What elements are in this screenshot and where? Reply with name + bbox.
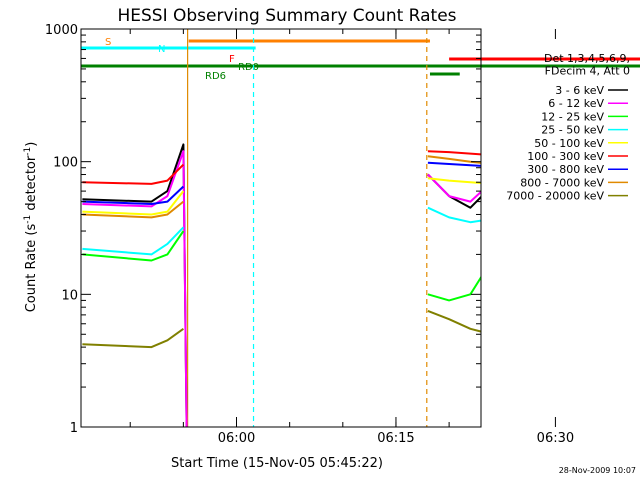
series-line-50-100-keV <box>82 177 481 216</box>
y-label-part: Count Rate (s <box>24 224 39 313</box>
y-label-part: ) <box>24 142 39 147</box>
legend-label: 100 - 300 keV <box>527 150 604 163</box>
legend-header-line: Det 1,3,4,5,6,9, <box>544 52 630 65</box>
legend-label: 800 - 7000 keV <box>520 176 604 189</box>
plot-frame <box>80 28 482 428</box>
y-tick-label: 1000 <box>45 23 78 38</box>
y-label-part: -1 <box>23 215 33 224</box>
series-line-300-800-keV <box>82 161 481 205</box>
y-axis-label: Count Rate (s-1 detector-1) <box>23 142 39 313</box>
state-label-f: F <box>229 54 235 65</box>
x-tick-label: 06:15 <box>377 431 414 446</box>
y-label-part: detector <box>24 155 39 215</box>
series-line-7000-20000-keV <box>82 309 481 349</box>
y-tick-label: 1 <box>70 421 78 436</box>
series-line-100-300-keV <box>82 150 481 185</box>
x-axis-label: Start Time (15-Nov-05 05:45:22) <box>171 456 383 471</box>
legend: Det 1,3,4,5,6,9,FDecim 4, Att 0 3 - 6 keV… <box>506 52 630 203</box>
legend-label: 25 - 50 keV <box>541 124 604 137</box>
x-tick-label: 06:00 <box>218 431 255 446</box>
series-line-25-50-keV <box>82 206 481 256</box>
legend-label: 7000 - 20000 keV <box>506 190 604 203</box>
y-tick-label: 100 <box>53 156 78 171</box>
x-tick-label: 06:30 <box>537 431 574 446</box>
legend-label: 50 - 100 keV <box>534 137 604 150</box>
legend-label: 3 - 6 keV <box>555 84 604 97</box>
y-label-part: -1 <box>23 147 33 156</box>
state-label-n: N <box>158 44 165 55</box>
series-line-12-25-keV <box>82 230 481 302</box>
state-label-s: S <box>105 37 111 48</box>
legend-label: 6 - 12 keV <box>548 97 604 110</box>
series-line-800-7000-keV <box>82 155 481 219</box>
y-tick-label: 10 <box>61 288 78 303</box>
legend-label: 300 - 800 keV <box>527 163 604 176</box>
state-label-rd6: RD6 <box>205 71 226 82</box>
legend-header-line: FDecim 4, Att 0 <box>545 65 630 78</box>
state-label-rd0: RD0 <box>238 62 259 73</box>
legend-label: 12 - 25 keV <box>541 110 604 123</box>
chart-title: HESSI Observing Summary Count Rates <box>117 6 456 26</box>
series-line-6-12-keV <box>82 150 481 427</box>
plot-timestamp: 28-Nov-2009 10:07 <box>559 466 636 475</box>
plot-area <box>82 29 481 427</box>
